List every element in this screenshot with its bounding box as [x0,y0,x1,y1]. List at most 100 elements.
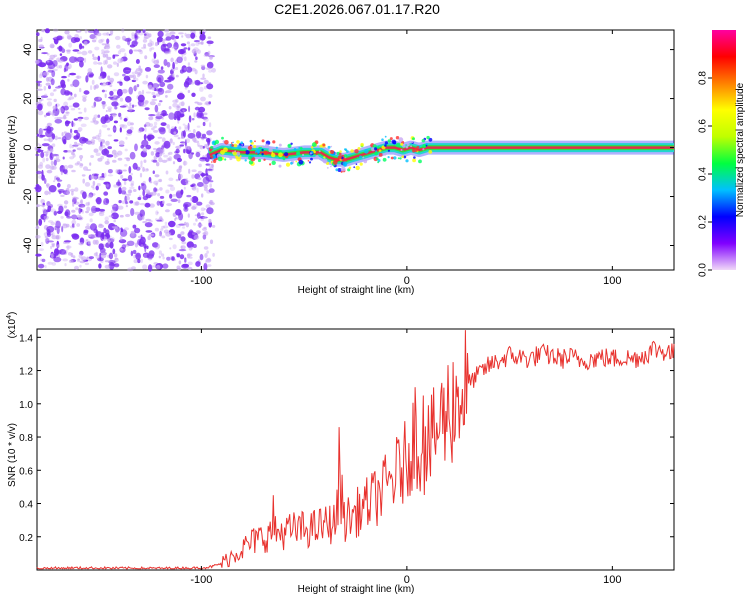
spectrogram-noise-cloud [33,28,217,272]
noise-cell [143,100,149,104]
noise-cell [83,229,89,234]
noise-cell [180,101,185,107]
noise-cell [200,96,206,102]
noise-cell [61,48,66,53]
noise-cell [107,238,110,241]
noise-cell [44,93,48,97]
noise-cell [95,34,98,40]
noise-cell [120,58,124,63]
noise-cell [119,229,128,237]
trace-speckle [310,146,314,149]
noise-cell [178,249,187,252]
noise-cell [133,259,138,264]
noise-cell [66,50,71,54]
noise-cell [127,109,136,113]
noise-cell [148,123,154,128]
noise-cell [157,136,163,139]
noise-cell [175,148,180,154]
noise-cell [69,56,77,63]
noise-cell [137,196,142,201]
noise-cell [161,225,166,229]
trace-speckle [343,154,348,158]
noise-cell [71,190,74,196]
trace-speckle [288,156,290,158]
noise-cell [165,231,172,237]
noise-cell [48,220,54,223]
trace-speckle [302,153,305,157]
noise-cell [38,218,43,226]
noise-cell [134,242,138,248]
noise-cell [153,180,159,185]
noise-cell [96,183,101,187]
trace-speckle [247,145,253,150]
trace-speckle [405,145,409,149]
noise-cell [153,121,158,126]
noise-cell [147,264,153,272]
noise-cell [93,61,98,65]
noise-cell [53,180,56,183]
trace-speckle [355,163,358,165]
trace-speckle [323,156,326,159]
noise-cell [83,41,88,46]
noise-cell [51,68,58,72]
noise-cell [53,54,58,58]
noise-cell [209,239,214,245]
noise-cell [180,48,187,54]
trace-speckle [384,141,388,145]
noise-cell [38,98,43,102]
noise-cell [115,227,120,234]
spectrogram-y-ticks: -40 -20 0 20 40 [22,43,674,253]
noise-cell [107,134,112,137]
noise-cell [126,157,131,162]
noise-cell [141,183,147,191]
noise-cell [46,169,53,174]
trace-speckle [412,158,416,163]
noise-cell [156,162,160,167]
noise-cell [37,103,43,111]
noise-cell [134,201,140,206]
noise-cell [203,246,209,250]
noise-cell [42,157,46,163]
noise-cell [76,75,80,79]
trace-speckle [359,162,363,166]
noise-cell [202,73,205,78]
trace-speckle [428,137,433,142]
noise-cell [186,66,193,73]
noise-cell [136,84,140,88]
noise-cell [78,118,82,122]
noise-cell [118,187,122,195]
noise-cell [154,227,159,232]
noise-cell [197,144,204,148]
noise-cell [64,211,69,217]
noise-cell [202,228,207,231]
noise-cell [164,209,170,213]
trace-speckle [256,149,261,154]
noise-cell [196,187,199,193]
noise-cell [192,129,196,134]
noise-cell [187,266,193,271]
noise-cell [50,221,55,226]
noise-cell [135,30,141,34]
noise-cell [135,252,142,260]
noise-cell [98,137,102,143]
noise-cell [122,169,127,172]
noise-cell [61,225,64,233]
noise-cell [164,221,168,226]
noise-cell [186,194,192,198]
trace-speckle [210,155,214,159]
noise-cell [170,57,174,63]
noise-cell [98,96,101,100]
noise-cell [173,134,179,138]
noise-cell [140,244,144,248]
trace-speckle [356,157,359,159]
noise-cell [63,165,69,170]
noise-cell [95,255,100,259]
noise-cell [63,105,69,111]
noise-cell [194,79,201,86]
noise-cell [74,187,79,192]
trace-speckle [375,157,379,161]
noise-cell [107,64,113,69]
trace-speckle [271,160,276,165]
y-tick-label: -40 [22,238,34,254]
noise-cell [79,163,84,168]
